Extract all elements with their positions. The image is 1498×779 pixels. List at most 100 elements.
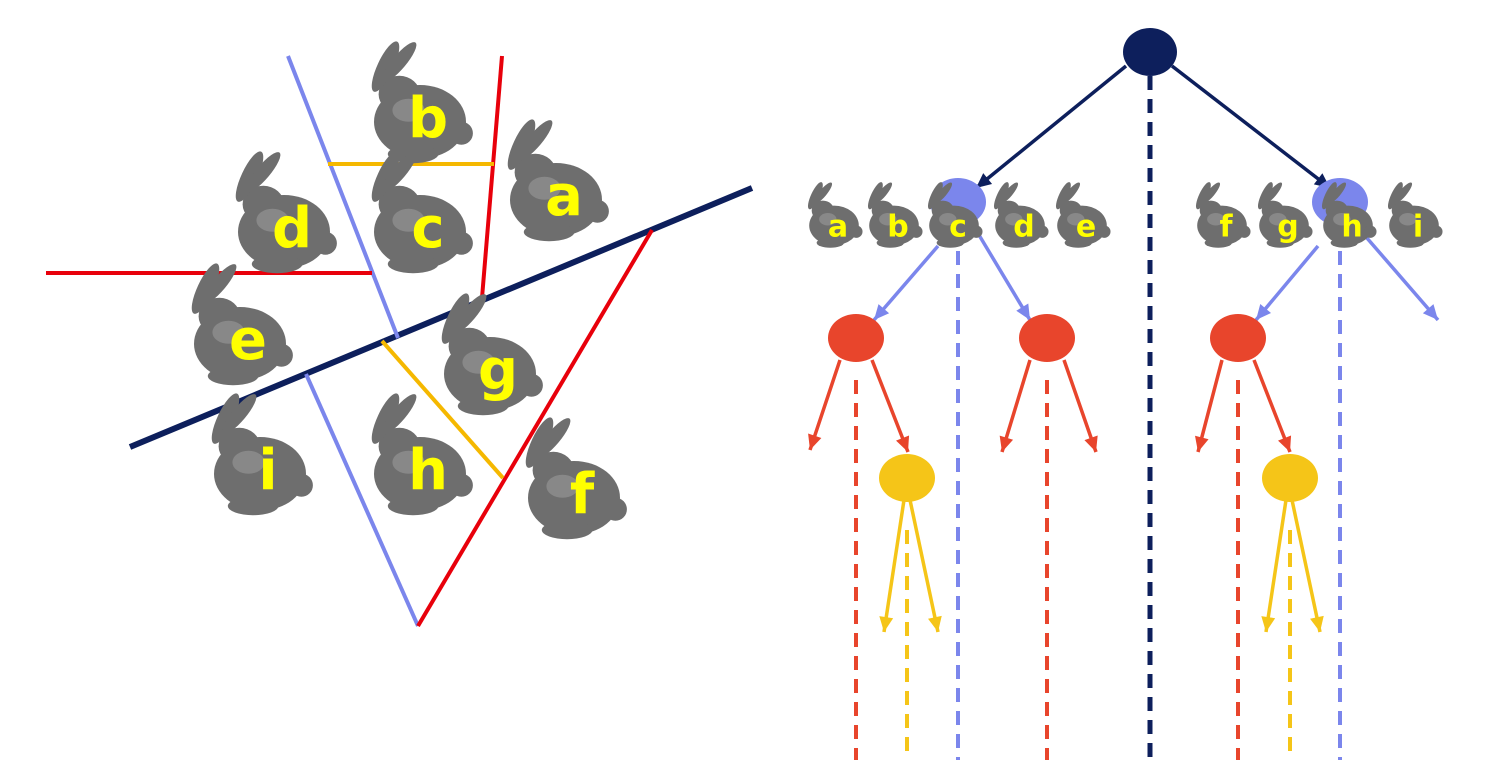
level3-arrow <box>1261 499 1288 633</box>
bunny-label: f <box>570 462 595 527</box>
bunny-e: e <box>186 260 293 386</box>
bunny-highlight <box>1399 213 1417 226</box>
level2-node <box>1210 314 1266 362</box>
right-group-bunnies: f g h i <box>1193 180 1443 248</box>
arrow-shaft <box>870 359 910 453</box>
arrow-head <box>1310 615 1324 632</box>
arrow-head <box>1016 303 1030 320</box>
bunny-a: a <box>502 116 609 242</box>
level2-arrow <box>1252 359 1292 453</box>
arrow-shaft <box>1358 228 1440 322</box>
arrow-head <box>1261 616 1276 632</box>
split-line-level2 <box>416 228 654 628</box>
bunny-highlight <box>392 98 425 122</box>
bunny-g: g <box>436 290 543 416</box>
bunny-highlight <box>546 474 579 498</box>
small-bunny-a: a <box>805 180 863 248</box>
split-line-level2 <box>480 55 504 299</box>
level1-arrow <box>974 229 1032 321</box>
arrow-shaft <box>808 359 842 451</box>
arrow-shaft <box>974 229 1032 321</box>
bunny-highlight <box>1005 213 1023 226</box>
arrow-shaft <box>882 499 906 633</box>
bunny-label: a <box>545 164 583 229</box>
bunny-highlight <box>392 208 425 232</box>
spatial-partition-panel: a bc de fgh i <box>46 38 754 628</box>
arrow-shaft <box>1290 499 1322 633</box>
bunny-label: b <box>887 210 908 245</box>
arrow-head <box>896 435 910 452</box>
level2-node <box>828 314 884 362</box>
bunny-label: d <box>1013 210 1034 245</box>
level3-arrow <box>879 499 906 633</box>
bunny-label: f <box>1219 210 1233 245</box>
arrow-shaft <box>1252 359 1292 453</box>
small-bunny-f: f <box>1193 180 1251 248</box>
bunny-highlight <box>1067 213 1085 226</box>
arrow-head <box>1422 304 1438 320</box>
bunny-label: a <box>828 210 848 245</box>
arrow-head <box>999 435 1014 452</box>
small-bunny-b: b <box>865 180 923 248</box>
split-line-level1 <box>304 373 420 627</box>
root-right-arrow <box>1170 64 1332 190</box>
bunny-highlight <box>528 176 561 200</box>
arrow-shaft <box>908 499 940 633</box>
bunny-highlight <box>462 350 495 374</box>
bunny-label: d <box>272 196 312 261</box>
bunny-highlight <box>392 450 425 474</box>
arrow-head <box>1256 304 1271 320</box>
bunny-objects: a bc de fgh i <box>186 38 627 540</box>
level3-arrow <box>1290 499 1324 633</box>
arrow-head <box>879 616 894 632</box>
root-left-arrow <box>974 64 1128 190</box>
bunny-d: d <box>230 148 337 274</box>
small-bunny-i: i <box>1385 180 1443 248</box>
bunny-b: b <box>366 38 473 164</box>
bunny-i: i <box>206 390 313 516</box>
arrow-shaft <box>1000 359 1032 453</box>
level2-arrow <box>870 359 910 453</box>
bunny-label: c <box>949 210 967 245</box>
bunny-label: h <box>1341 210 1362 245</box>
arrow-shaft <box>974 64 1128 190</box>
level2-arrow <box>999 359 1032 453</box>
bunny-h: h <box>366 390 473 516</box>
small-bunny-c: c <box>925 180 983 248</box>
level2-arrow <box>1062 359 1098 453</box>
bunny-label: i <box>258 438 277 503</box>
arrow-shaft <box>1062 359 1098 453</box>
bunny-label: e <box>229 308 267 373</box>
bunny-highlight <box>256 208 289 232</box>
tree <box>808 28 1440 760</box>
small-bunny-h: h <box>1319 180 1377 248</box>
bunny-highlight <box>212 320 245 344</box>
arrow-head <box>874 304 890 320</box>
root-node <box>1123 28 1177 76</box>
split-line-level3 <box>380 339 505 480</box>
bunny-highlight <box>1207 213 1225 226</box>
arrow-head <box>976 173 993 188</box>
arrow-shaft <box>1196 359 1224 453</box>
bunny-f: f <box>520 414 627 540</box>
arrow-shaft <box>872 244 940 322</box>
small-bunny-d: d <box>991 180 1049 248</box>
bunny-highlight <box>1333 213 1351 226</box>
level2-arrow <box>1195 359 1224 453</box>
hierarchy-tree-panel: a b c d e f g h i <box>805 28 1443 760</box>
bunny-label: i <box>1413 210 1423 245</box>
level3-node <box>879 454 935 502</box>
bunny-label: c <box>411 196 444 261</box>
arrow-shaft <box>1170 64 1332 190</box>
arrow-head <box>808 433 822 450</box>
arrow-head <box>928 615 942 632</box>
level3-arrow <box>908 499 942 633</box>
bunny-label: e <box>1076 210 1096 245</box>
bunny-label: g <box>478 338 518 403</box>
bunny-highlight <box>819 213 837 226</box>
small-bunny-g: g <box>1255 180 1313 248</box>
bunny-label: g <box>1277 210 1298 245</box>
bunny-highlight <box>232 450 265 474</box>
